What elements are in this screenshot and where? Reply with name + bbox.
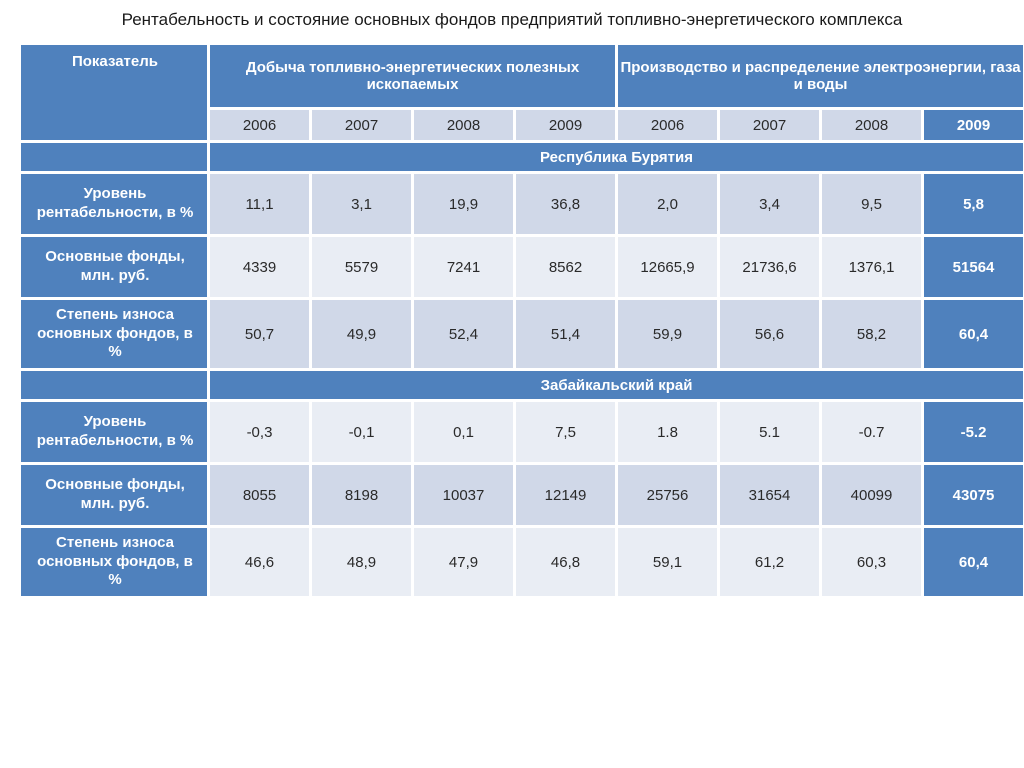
data-cell: 60,3 (822, 528, 921, 596)
header-indicator: Показатель (21, 45, 207, 140)
year-cell-highlight: 2009 (924, 110, 1023, 140)
data-cell: 47,9 (414, 528, 513, 596)
page-title: Рентабельность и состояние основных фонд… (18, 10, 1006, 30)
data-cell: 7241 (414, 237, 513, 297)
data-cell: 9,5 (822, 174, 921, 234)
row-label: Степень износа основных фондов, в % (29, 530, 201, 594)
year-cell: 2006 (210, 110, 309, 140)
data-cell: 8055 (210, 465, 309, 525)
data-cell: 52,4 (414, 300, 513, 368)
data-cell-highlight: 60,4 (924, 300, 1023, 368)
data-cell: 4339 (210, 237, 309, 297)
data-cell: 31654 (720, 465, 819, 525)
data-cell-highlight: 43075 (924, 465, 1023, 525)
data-cell: 49,9 (312, 300, 411, 368)
data-cell: 36,8 (516, 174, 615, 234)
data-cell: 40099 (822, 465, 921, 525)
data-cell: 11,1 (210, 174, 309, 234)
year-cell: 2008 (822, 110, 921, 140)
data-cell: 1376,1 (822, 237, 921, 297)
data-cell: 50,7 (210, 300, 309, 368)
data-cell-highlight: -5.2 (924, 402, 1023, 462)
data-cell: 25756 (618, 465, 717, 525)
data-cell: 12149 (516, 465, 615, 525)
data-cell: 58,2 (822, 300, 921, 368)
data-cell: -0.7 (822, 402, 921, 462)
data-cell: 8562 (516, 237, 615, 297)
table-row: Степень износа основных фондов, в % 46,6… (21, 528, 1023, 596)
header-group-power: Производство и распределение электроэнер… (618, 45, 1023, 107)
row-label: Уровень рентабельности, в % (29, 181, 201, 227)
data-cell: 5579 (312, 237, 411, 297)
row-label: Уровень рентабельности, в % (29, 409, 201, 455)
header-row-groups: Показатель Добыча топливно-энергетически… (21, 45, 1023, 107)
data-cell: 2,0 (618, 174, 717, 234)
data-cell: 46,8 (516, 528, 615, 596)
table-row: Степень износа основных фондов, в % 50,7… (21, 300, 1023, 368)
table-row: Основные фонды, млн. руб. 8055 8198 1003… (21, 465, 1023, 525)
data-cell: -0,1 (312, 402, 411, 462)
section-row-zabaikal: Забайкальский край (21, 371, 1023, 399)
table-row: Основные фонды, млн. руб. 4339 5579 7241… (21, 237, 1023, 297)
section-blank (21, 371, 207, 399)
data-cell: 5.1 (720, 402, 819, 462)
header-group-mining: Добыча топливно-энергетических полезных … (210, 45, 615, 107)
data-cell-highlight: 5,8 (924, 174, 1023, 234)
data-cell: 19,9 (414, 174, 513, 234)
section-title: Республика Бурятия (210, 143, 1023, 171)
section-blank (21, 143, 207, 171)
data-cell: 0,1 (414, 402, 513, 462)
data-cell: 59,1 (618, 528, 717, 596)
data-cell: 51,4 (516, 300, 615, 368)
section-row-buryatia: Республика Бурятия (21, 143, 1023, 171)
table-row: Уровень рентабельности, в % 11,1 3,1 19,… (21, 174, 1023, 234)
data-cell: 1.8 (618, 402, 717, 462)
page: Рентабельность и состояние основных фонд… (0, 0, 1024, 768)
data-cell-highlight: 51564 (924, 237, 1023, 297)
table-row: Уровень рентабельности, в % -0,3 -0,1 0,… (21, 402, 1023, 462)
row-label: Степень износа основных фондов, в % (29, 302, 201, 366)
data-cell: 3,4 (720, 174, 819, 234)
data-cell: 46,6 (210, 528, 309, 596)
data-cell: -0,3 (210, 402, 309, 462)
year-cell: 2007 (312, 110, 411, 140)
row-label: Основные фонды, млн. руб. (29, 244, 201, 290)
data-cell-highlight: 60,4 (924, 528, 1023, 596)
row-label: Основные фонды, млн. руб. (29, 472, 201, 518)
data-cell: 59,9 (618, 300, 717, 368)
data-cell: 61,2 (720, 528, 819, 596)
data-cell: 21736,6 (720, 237, 819, 297)
data-cell: 3,1 (312, 174, 411, 234)
year-cell: 2006 (618, 110, 717, 140)
year-cell: 2009 (516, 110, 615, 140)
data-cell: 48,9 (312, 528, 411, 596)
data-cell: 8198 (312, 465, 411, 525)
data-cell: 7,5 (516, 402, 615, 462)
data-table: Показатель Добыча топливно-энергетически… (18, 42, 1024, 599)
data-cell: 12665,9 (618, 237, 717, 297)
year-cell: 2007 (720, 110, 819, 140)
data-cell: 56,6 (720, 300, 819, 368)
data-cell: 10037 (414, 465, 513, 525)
section-title: Забайкальский край (210, 371, 1023, 399)
year-cell: 2008 (414, 110, 513, 140)
